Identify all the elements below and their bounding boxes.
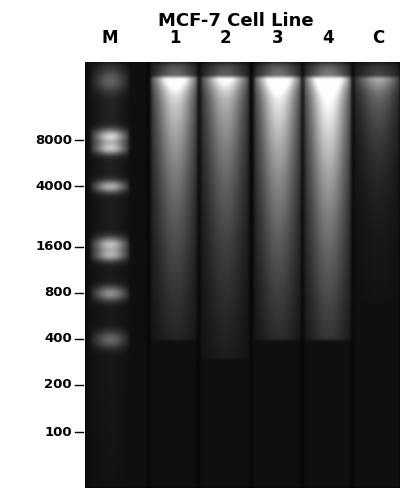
Text: 800: 800 bbox=[44, 286, 72, 300]
Text: 2: 2 bbox=[219, 29, 231, 47]
Text: 100: 100 bbox=[44, 426, 72, 438]
Text: 4000: 4000 bbox=[35, 180, 72, 192]
Text: 8000: 8000 bbox=[35, 134, 72, 146]
Text: M: M bbox=[102, 29, 118, 47]
Text: C: C bbox=[372, 29, 384, 47]
Text: 1600: 1600 bbox=[35, 240, 72, 254]
Text: 3: 3 bbox=[272, 29, 284, 47]
Text: MCF-7 Cell Line: MCF-7 Cell Line bbox=[158, 12, 313, 30]
Text: 200: 200 bbox=[44, 378, 72, 392]
Text: 400: 400 bbox=[44, 332, 72, 345]
Text: 1: 1 bbox=[169, 29, 181, 47]
Text: 4: 4 bbox=[322, 29, 334, 47]
